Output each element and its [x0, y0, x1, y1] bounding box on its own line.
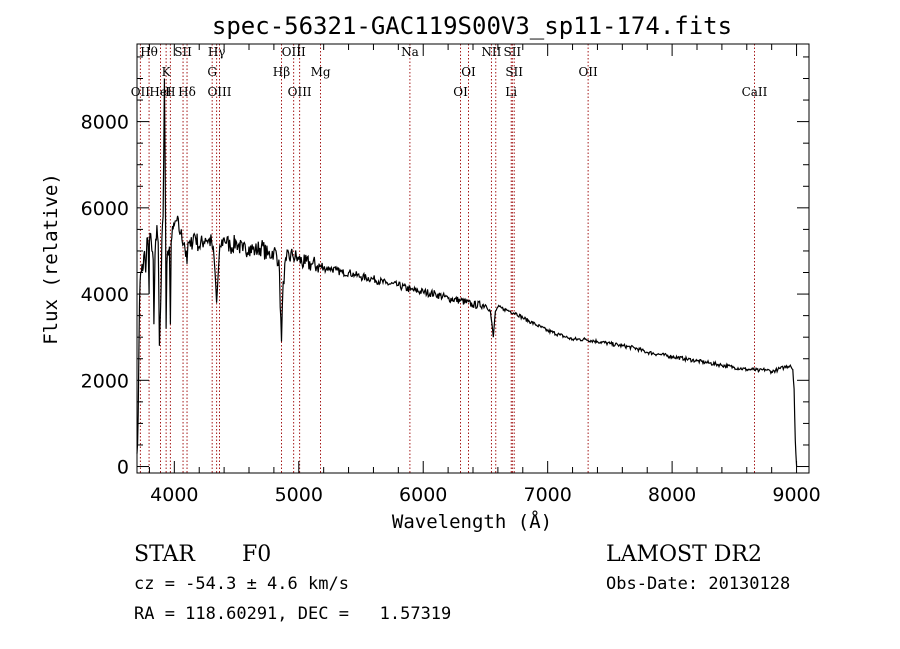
line-label-12: OIII — [288, 85, 312, 99]
spectrum-line — [136, 78, 798, 467]
x-tick-label-4: 8000 — [648, 484, 696, 506]
line-label-0: OII — [131, 85, 151, 99]
redshift-info: cz = -54.3 ± 4.6 km/s — [134, 574, 349, 594]
line-label-2: HeI — [149, 85, 172, 99]
x-axis-ticks: 4000 5000 6000 7000 8000 9000 — [148, 44, 821, 506]
plot-frame — [136, 43, 810, 474]
survey-name: LAMOST DR2 — [606, 542, 762, 567]
object-subclass: F0 — [242, 542, 271, 567]
y-tick-label-1: 2000 — [81, 370, 129, 392]
y-tick-label-0: 0 — [117, 457, 129, 479]
x-tick-label-1: 5000 — [275, 484, 323, 506]
x-axis-label: Wavelength (Å) — [392, 510, 552, 533]
y-tick-label-2: 4000 — [81, 284, 129, 306]
x-tick-label-3: 7000 — [523, 484, 571, 506]
line-label-22: OII — [578, 65, 598, 79]
line-label-7: G — [207, 65, 217, 79]
line-label-5: SII — [174, 45, 192, 59]
chart-title: spec-56321-GAC119S00V3_sp11-174.fits — [212, 12, 732, 40]
line-label-16: OI — [461, 65, 476, 79]
line-label-10: Hβ — [273, 65, 290, 79]
line-label-21: SII — [505, 65, 523, 79]
line-label-1: Hθ — [140, 45, 158, 59]
x-tick-label-0: 4000 — [150, 484, 198, 506]
object-class: STAR — [134, 542, 196, 567]
y-axis-ticks: 0 2000 4000 6000 8000 — [81, 56, 809, 479]
line-label-8: Hγ — [208, 45, 226, 59]
x-tick-label-2: 6000 — [399, 484, 447, 506]
y-tick-label-3: 6000 — [81, 198, 129, 220]
line-label-11: OIII — [282, 45, 306, 59]
line-label-20: SII — [503, 45, 521, 59]
line-label-19: Li — [505, 85, 517, 99]
line-label-14: Na — [401, 45, 419, 59]
line-label-15: OI — [453, 85, 468, 99]
y-axis-label: Flux (relative) — [40, 173, 62, 345]
line-label-13: Mg — [311, 65, 331, 79]
coordinates: RA = 118.60291, DEC = 1.57319 — [134, 604, 451, 624]
line-label-23: CaII — [742, 85, 768, 99]
line-label-3: K — [162, 65, 172, 79]
obs-date: Obs-Date: 20130128 — [606, 574, 790, 594]
spectral-line-markers — [139, 44, 755, 473]
line-label-6: Hδ — [178, 85, 196, 99]
x-tick-label-5: 9000 — [772, 484, 820, 506]
y-tick-label-4: 8000 — [81, 112, 129, 134]
spectral-line-labels: OII Hθ HeI KH SII Hδ G Hγ OIII Hβ OIII OIII Mg Na OI OI… — [131, 45, 768, 99]
line-label-17: NII — [481, 45, 501, 59]
line-label-9: OIII — [207, 85, 231, 99]
line-label-4: H — [165, 85, 175, 99]
